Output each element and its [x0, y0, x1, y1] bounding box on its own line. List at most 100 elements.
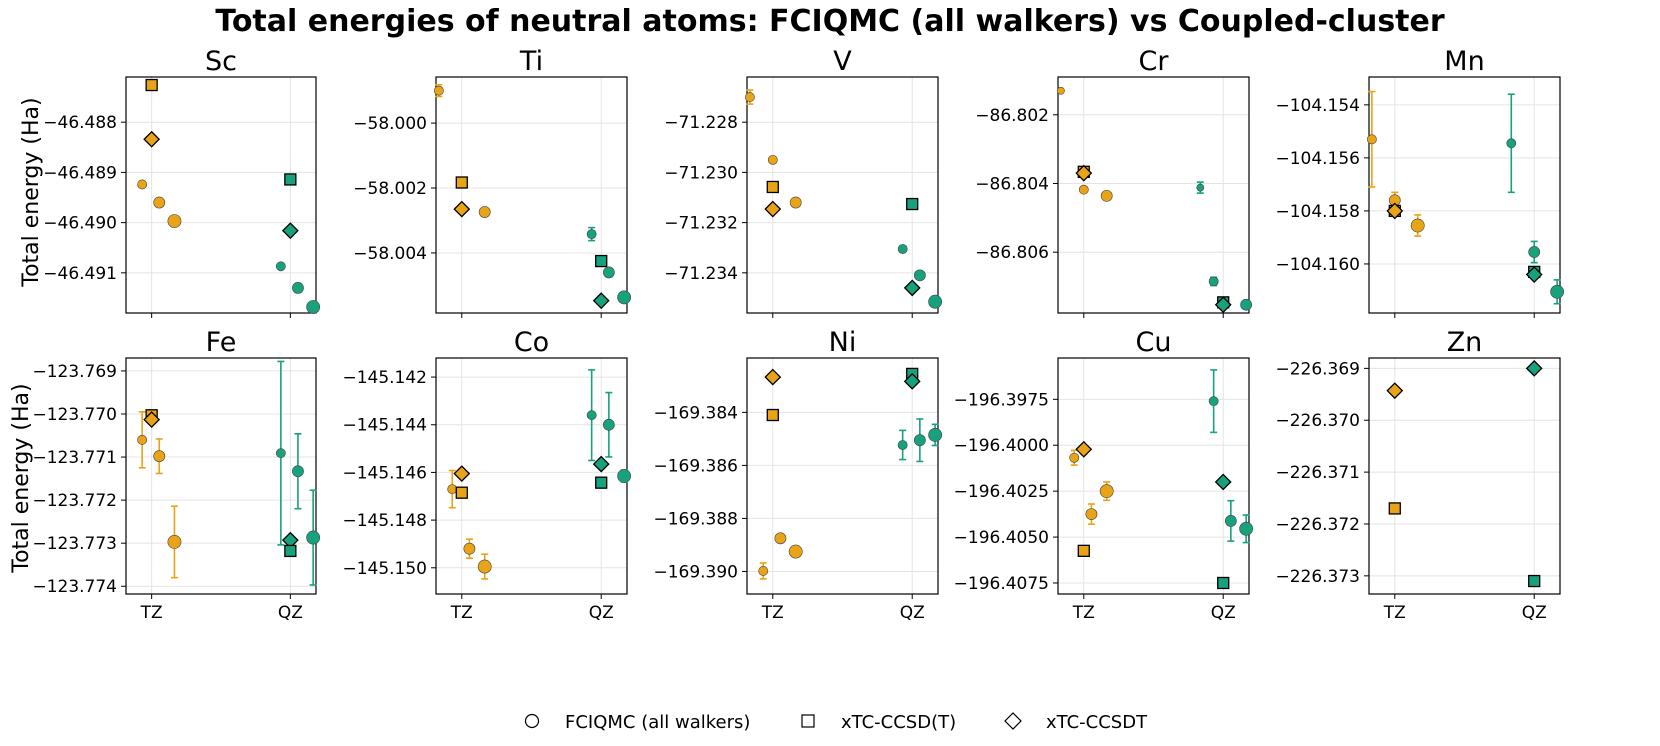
panel-zn: Zn −226.369 −226.370 −226.371 −226.372 −226.3… — [1275, 327, 1561, 623]
ccsd-t-tz-point — [766, 408, 779, 422]
plot-frame — [125, 76, 317, 314]
ccsd-t-qz-point — [1528, 574, 1541, 588]
legend-circle-marker — [524, 713, 540, 729]
panel-title: Fe — [206, 327, 237, 358]
fciqmc-qz-point — [1196, 183, 1205, 192]
ccsd-t-tz-point — [1388, 502, 1401, 515]
fciqmc-qz-point — [617, 290, 632, 305]
fciqmc-tz-point — [153, 450, 166, 463]
y-tick-label: −46.490 — [43, 214, 117, 234]
fciqmc-tz-point — [758, 566, 769, 576]
plot-frame — [1368, 76, 1561, 314]
y-tick-label: −104.160 — [1275, 255, 1360, 275]
fciqmc-tz-point — [774, 532, 787, 545]
fciqmc-tz-point — [1069, 452, 1080, 463]
fciqmc-qz-point — [928, 427, 943, 442]
ccsd-t-qz-point — [284, 544, 297, 558]
panel-v: V −71.228 −71.230 −71.232 −71.234 — [664, 46, 943, 318]
fciqmc-qz-point — [897, 440, 908, 450]
fciqmc-tz-point — [478, 206, 491, 218]
ccsdt-tz-point — [764, 200, 782, 218]
ccsd-t-qz-point — [906, 197, 919, 211]
y-tick-label: −58.004 — [353, 244, 427, 264]
ccsdt-tz-point — [1075, 164, 1093, 182]
fciqmc-qz-point — [928, 294, 943, 309]
x-tick-label: QZ — [278, 603, 303, 623]
y-tick-label: −169.384 — [653, 403, 738, 423]
panel-title: Cu — [1136, 327, 1172, 358]
plot-frame — [435, 76, 628, 314]
fciqmc-tz-point — [477, 559, 492, 574]
y-axis-label-row-1: Total energy (Ha) — [19, 97, 44, 287]
ccsdt-tz-point — [453, 465, 471, 483]
x-tick-label: QZ — [1211, 603, 1236, 623]
fciqmc-tz-point — [1078, 184, 1089, 195]
fciqmc-qz-point — [1550, 284, 1565, 299]
fciqmc-qz-point — [913, 434, 926, 447]
ccsd-t-tz-point — [455, 176, 468, 189]
fciqmc-tz-point — [153, 196, 166, 209]
ccsdt-tz-point — [143, 130, 161, 148]
panel-title: Co — [514, 327, 549, 358]
ccsdt-qz-point — [1525, 266, 1543, 283]
fciqmc-tz-point — [1100, 189, 1113, 202]
y-tick-label: −123.771 — [32, 448, 117, 468]
legend-label: FCIQMC (all walkers) — [565, 712, 750, 733]
plot-frame — [1057, 357, 1250, 595]
panel-sc: Sc −46.488 −46.489 −46.490 −46.491 — [43, 46, 321, 318]
ccsdt-tz-point — [453, 200, 471, 218]
y-tick-label: −58.000 — [353, 114, 427, 134]
x-tick-label: TZ — [761, 603, 784, 623]
y-tick-label: −86.802 — [975, 106, 1049, 126]
y-tick-label: −46.488 — [43, 113, 117, 133]
fciqmc-qz-point — [1224, 515, 1237, 527]
panel-title: Ni — [829, 327, 857, 358]
plot-frame — [746, 76, 939, 314]
fciqmc-qz-point — [275, 261, 286, 272]
panel-title: Sc — [205, 46, 237, 77]
y-tick-label: −169.386 — [653, 456, 738, 476]
fciqmc-tz-point — [1056, 86, 1065, 95]
fciqmc-qz-point — [1528, 246, 1541, 258]
ccsdt-qz-point — [281, 222, 299, 240]
y-tick-label: −169.390 — [653, 562, 738, 582]
plot-frame — [746, 357, 939, 595]
fciqmc-tz-point — [788, 544, 803, 559]
ccsdt-tz-point — [764, 368, 782, 386]
ccsdt-qz-point — [592, 292, 610, 310]
y-tick-label: −145.144 — [342, 416, 427, 436]
fciqmc-qz-point — [602, 418, 615, 431]
panel-ti: Ti −58.000 −58.002 −58.004 — [353, 46, 632, 318]
plot-frame — [1057, 76, 1250, 314]
panel-title: Cr — [1139, 46, 1170, 77]
ccsd-t-qz-point — [595, 476, 608, 489]
fciqmc-qz-point — [306, 300, 321, 314]
panel-title: Ti — [519, 46, 543, 77]
y-axis-label-row-2: Total energy (Ha) — [9, 383, 34, 573]
fciqmc-tz-point — [789, 196, 802, 209]
ccsdt-qz-point — [1214, 473, 1232, 491]
y-tick-label: −86.804 — [975, 174, 1049, 194]
fciqmc-qz-point — [1208, 396, 1219, 407]
plot-frame — [125, 357, 317, 595]
legend-label: xTC-CCSDT — [1046, 712, 1148, 733]
x-tick-label: QZ — [1522, 603, 1547, 623]
y-tick-label: −226.371 — [1275, 463, 1360, 483]
fciqmc-tz-point — [167, 534, 182, 549]
legend-diamond-marker — [1004, 712, 1022, 730]
y-tick-label: −196.4075 — [954, 574, 1049, 594]
y-tick-label: −226.370 — [1275, 411, 1360, 431]
ccsd-t-tz-point — [455, 486, 468, 499]
x-tick-label: QZ — [900, 603, 925, 623]
y-tick-label: −145.150 — [342, 559, 427, 579]
y-tick-label: −226.373 — [1275, 567, 1360, 587]
fciqmc-qz-point — [275, 448, 286, 459]
ccsdt-tz-point — [143, 411, 161, 429]
ccsdt-qz-point — [903, 279, 921, 297]
y-tick-label: −86.806 — [975, 243, 1049, 263]
y-tick-label: −71.230 — [664, 163, 738, 183]
y-tick-label: −104.158 — [1275, 202, 1360, 222]
y-tick-label: −123.774 — [32, 577, 117, 597]
x-tick-label: TZ — [1383, 603, 1406, 623]
ccsdt-tz-point — [1386, 382, 1404, 400]
